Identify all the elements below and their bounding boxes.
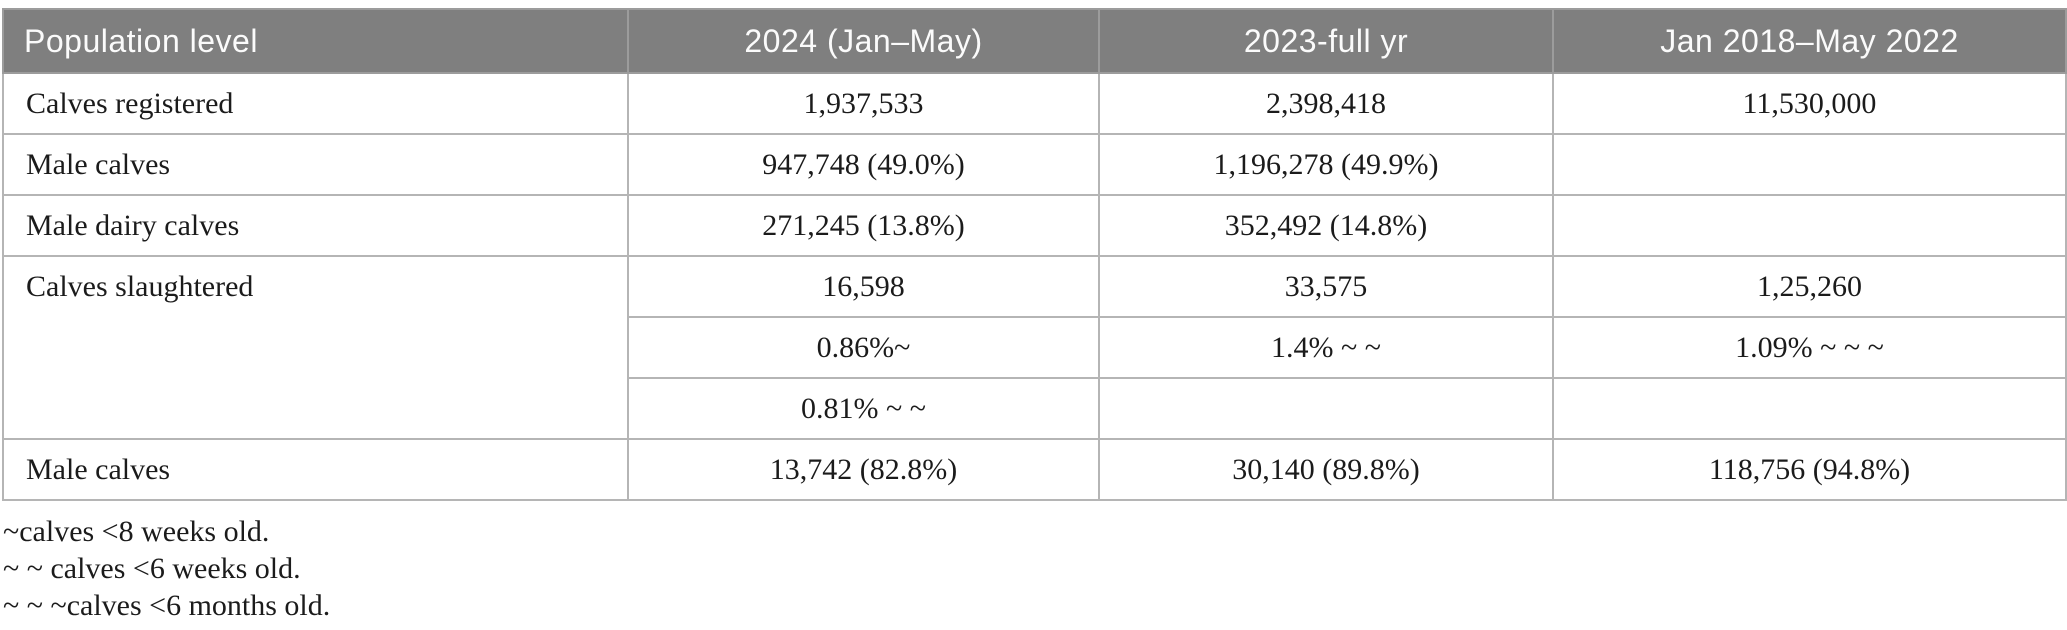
table-row-male-dairy-calves: Male dairy calves 271,245 (13.8%) 352,49… — [2, 194, 2067, 257]
table-footnotes: ~calves <8 weeks old. ~ ~ calves <6 week… — [3, 513, 330, 624]
column-header-2024: 2024 (Jan–May) — [627, 8, 1100, 74]
table-cell: 1,196,278 (49.9%) — [1098, 133, 1554, 196]
table-row-male-calves-slaughtered: Male calves 13,742 (82.8%) 30,140 (89.8%… — [2, 438, 2067, 501]
population-table: Population level 2024 (Jan–May) 2023-ful… — [2, 8, 2067, 501]
table-row-slaughter-pct-1: 0.86%~ 1.4% ~ ~ 1.09% ~ ~ ~ — [3, 316, 2067, 379]
row-label: Calves registered — [2, 72, 629, 135]
table-cell: 16,598 — [627, 255, 1100, 318]
header-row: Population level 2024 (Jan–May) 2023-ful… — [2, 8, 2067, 74]
row-label: Male dairy calves — [2, 194, 629, 257]
footnote-8-weeks: ~calves <8 weeks old. — [3, 515, 270, 548]
table-cell: 1,937,533 — [627, 72, 1100, 135]
table-cell: 0.81% ~ ~ — [627, 377, 1100, 440]
column-header-2023: 2023-full yr — [1098, 8, 1554, 74]
table-cell: 30,140 (89.8%) — [1098, 438, 1554, 501]
row-label: Male calves — [2, 438, 629, 501]
table-cell: 1.4% ~ ~ — [1098, 316, 1554, 379]
table-row-slaughter-pct-2: 0.81% ~ ~ — [3, 377, 2067, 440]
table-cell: 352,492 (14.8%) — [1098, 194, 1554, 257]
table-row-male-calves: Male calves 947,748 (49.0%) 1,196,278 (4… — [2, 133, 2067, 196]
row-label: Male calves — [2, 133, 629, 196]
table-cell: 2,398,418 — [1098, 72, 1554, 135]
table-cell: 1,25,260 — [1552, 255, 2067, 318]
table-row-calves-slaughtered: Calves slaughtered 16,598 33,575 1,25,26… — [2, 255, 2067, 440]
table-cell: 118,756 (94.8%) — [1552, 438, 2067, 501]
table-cell — [1098, 377, 1554, 440]
column-header-population-level: Population level — [2, 8, 629, 74]
table-cell: 1.09% ~ ~ ~ — [1552, 316, 2067, 379]
footnote-6-weeks: ~ ~ calves <6 weeks old. — [3, 552, 301, 585]
column-header-2018-2022: Jan 2018–May 2022 — [1552, 8, 2067, 74]
table-cell — [1552, 194, 2067, 257]
table-cell: 0.86%~ — [627, 316, 1100, 379]
row-label: Calves slaughtered — [2, 255, 629, 440]
table-cell: 271,245 (13.8%) — [627, 194, 1100, 257]
table-cell: 33,575 — [1098, 255, 1554, 318]
table-cell: 13,742 (82.8%) — [627, 438, 1100, 501]
table-cell: 947,748 (49.0%) — [627, 133, 1100, 196]
table-row-calves-registered: Calves registered 1,937,533 2,398,418 11… — [2, 72, 2067, 135]
table-cell: 11,530,000 — [1552, 72, 2067, 135]
table-cell — [1552, 377, 2067, 440]
footnote-6-months: ~ ~ ~calves <6 months old. — [3, 589, 331, 622]
table-cell — [1552, 133, 2067, 196]
